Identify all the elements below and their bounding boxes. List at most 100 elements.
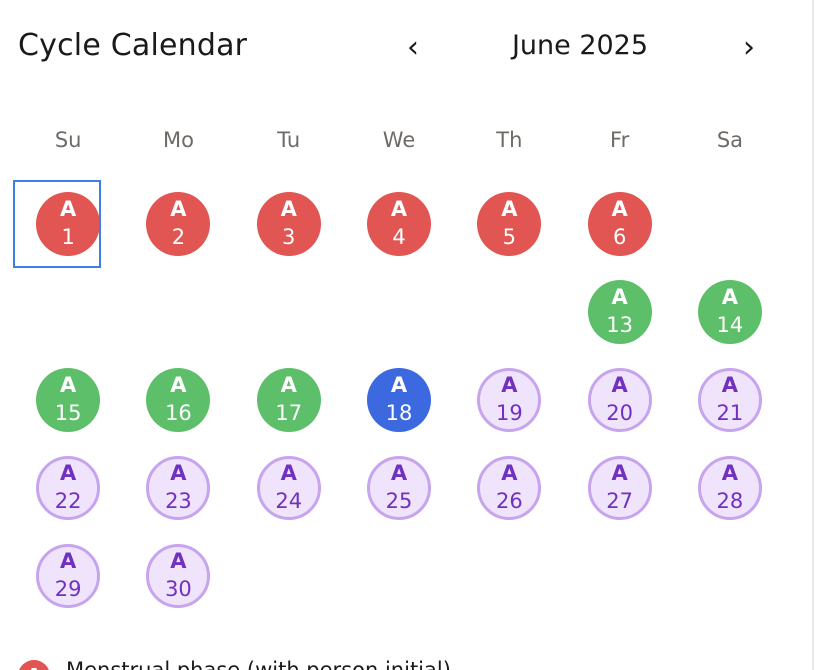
calendar-day-cell[interactable]: A 15 [13,356,123,444]
person-initial: A [60,196,77,221]
person-initial: A [170,196,187,221]
person-initial: A [170,548,187,573]
calendar-day-cell[interactable]: A 25 [344,444,454,532]
person-initial: A [501,372,518,397]
page-title: Cycle Calendar [18,28,248,63]
weekday-header: Su Mo Tu We Th Fr Sa [13,128,785,152]
legend-menstrual-label: Menstrual phase (with person initial) [66,658,451,670]
previous-month-button[interactable]: ‹ [399,30,427,66]
person-initial: A [170,372,187,397]
day-number: 6 [612,224,627,249]
day-luteal-marker[interactable]: A 24 [256,456,321,520]
day-luteal-marker[interactable]: A 22 [36,456,101,520]
day-follicular-marker[interactable]: A 14 [697,280,762,344]
day-ovulation-marker[interactable]: A 18 [367,368,432,432]
day-number: 29 [54,576,82,601]
calendar-day-cell[interactable] [344,268,454,356]
weekday-label: Fr [610,128,630,152]
calendar-day-cell[interactable]: A 30 [123,532,233,620]
day-number: 24 [275,488,303,513]
calendar-day-cell[interactable] [123,268,233,356]
day-luteal-marker[interactable]: A 20 [587,368,652,432]
day-number: 2 [171,224,186,249]
day-follicular-marker[interactable]: A 15 [36,368,101,432]
day-number: 20 [606,400,633,425]
chevron-left-icon: ‹ [407,30,419,65]
calendar-day-cell[interactable]: A 29 [13,532,123,620]
legend: A Menstrual phase (with person initial) [18,648,451,670]
day-luteal-marker[interactable]: A 28 [697,456,762,520]
weekday-label: Mo [162,128,194,152]
calendar-day-cell[interactable]: A 28 [675,444,785,532]
calendar-day-cell[interactable]: A 26 [454,444,564,532]
calendar-day-cell[interactable] [234,268,344,356]
day-number: 16 [165,400,192,425]
day-number: 13 [606,312,633,337]
day-number: 27 [606,488,633,513]
day-number: 22 [54,488,82,513]
calendar-day-cell[interactable] [454,268,564,356]
day-luteal-marker[interactable]: A 19 [477,368,542,432]
day-number: 23 [165,488,192,513]
calendar-day-cell[interactable]: A 18 [344,356,454,444]
calendar-day-cell[interactable]: A 16 [123,356,233,444]
day-luteal-marker[interactable]: A 30 [146,544,211,608]
person-initial: A [501,196,518,221]
day-luteal-marker[interactable]: A 21 [697,368,762,432]
person-initial: A [60,548,77,573]
calendar-day-cell[interactable]: A 13 [564,268,674,356]
calendar-day-cell[interactable]: A 17 [234,356,344,444]
weekday-label: Tu [277,128,301,152]
calendar-day-cell[interactable]: A 14 [675,268,785,356]
calendar-day-cell[interactable]: A 27 [564,444,674,532]
calendar-day-cell[interactable]: A 19 [454,356,564,444]
day-luteal-marker[interactable]: A 27 [587,456,652,520]
weekday-label: We [382,128,416,152]
day-follicular-marker[interactable]: A 16 [146,368,211,432]
calendar-day-cell[interactable]: A 23 [123,444,233,532]
person-initial: A [390,460,408,485]
person-initial: A [280,372,297,397]
legend-menstrual-swatch: A [18,660,50,670]
day-follicular-marker[interactable]: A 13 [587,280,652,344]
day-follicular-marker[interactable]: A 17 [256,368,321,432]
day-number: 30 [165,576,192,601]
day-luteal-marker[interactable]: A 26 [477,456,542,520]
day-number: 14 [716,312,744,337]
calendar-day-cell[interactable]: A 20 [564,356,674,444]
day-number: 26 [495,488,523,513]
day-number: 5 [502,224,517,249]
calendar-day-cell[interactable] [13,268,123,356]
next-month-button[interactable]: › [735,30,763,66]
weekday-label: Th [496,128,523,152]
calendar-day-cell[interactable] [675,180,785,268]
day-number: 25 [385,488,413,513]
person-initial: A [611,196,628,221]
day-number: 28 [716,488,744,513]
person-initial: A [60,372,77,397]
person-initial: A [611,372,628,397]
day-luteal-marker[interactable]: A 25 [367,456,432,520]
day-luteal-marker[interactable]: A 23 [146,456,211,520]
day-number: 17 [275,400,303,425]
calendar-day-cell[interactable]: A 21 [675,356,785,444]
day-number: 1 [61,224,75,249]
calendar-day-cell[interactable]: A 24 [234,444,344,532]
chevron-right-icon: › [743,30,755,65]
calendar-day-cell[interactable]: A 22 [13,444,123,532]
day-number: 21 [716,400,744,425]
day-luteal-marker[interactable]: A 29 [36,544,101,608]
